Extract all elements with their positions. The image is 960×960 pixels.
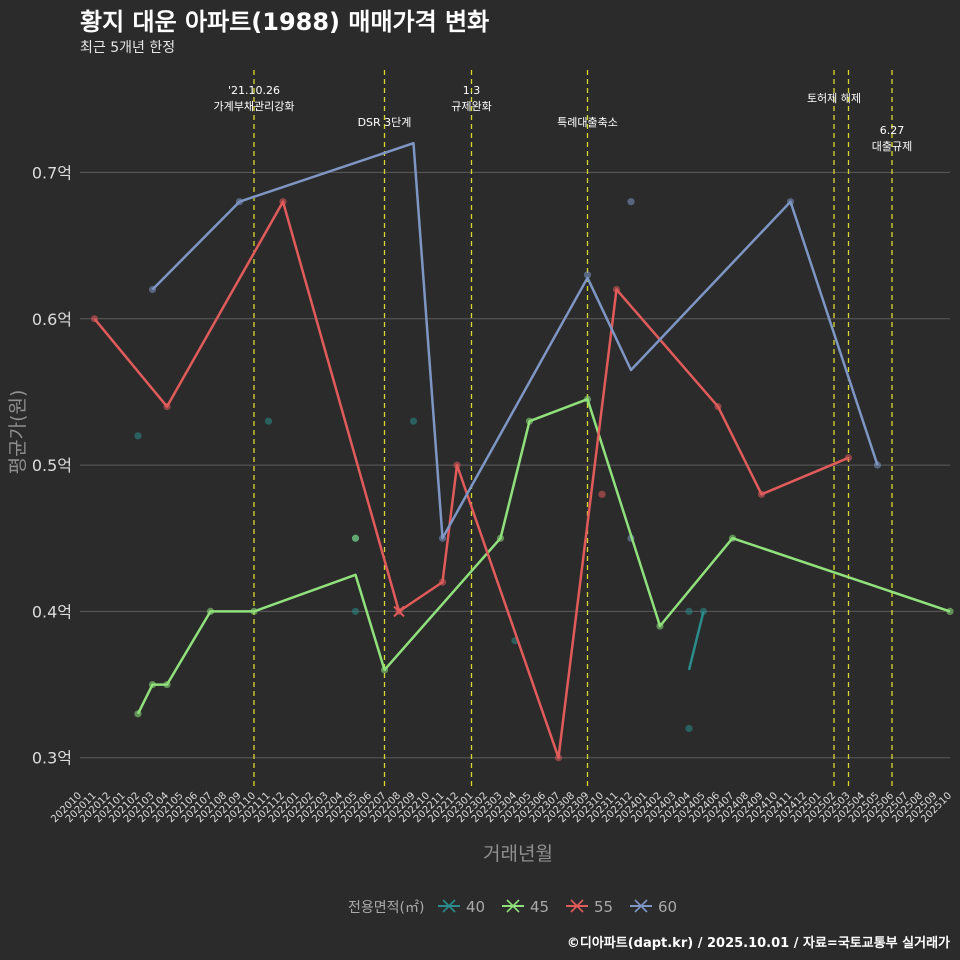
legend-item-60: 60 (630, 898, 677, 916)
legend-item-45: 45 (502, 898, 549, 916)
grid (80, 171, 950, 759)
series-45-point (351, 534, 360, 542)
legend-swatch-marker (570, 899, 584, 913)
legend-label: 55 (594, 898, 613, 916)
series-55-line (93, 200, 849, 759)
legend-swatch-marker (442, 899, 456, 913)
series-group (90, 141, 954, 762)
y-axis: 0.3억 0.4억 0.5억 0.6억 0.7억 (32, 163, 72, 767)
caption: ©디아파트(dapt.kr) / 2025.10.01 / 자료=국토교통부 실… (567, 935, 950, 951)
x-axis-label: 거래년월 (483, 843, 553, 865)
series-60-line (151, 141, 879, 540)
y-tick-label: 0.7억 (32, 163, 72, 182)
event-label: 가계부채관리강화 (214, 100, 295, 113)
chart-subtitle: 최근 5개년 한정 (80, 40, 175, 56)
legend-item-55: 55 (566, 898, 613, 916)
event-label: DSR 3단계 (358, 116, 412, 129)
y-tick-label: 0.5억 (32, 456, 72, 475)
y-tick-label: 0.3억 (32, 749, 72, 768)
series-40-point (264, 417, 273, 425)
series-40-point (351, 607, 360, 616)
chart-title: 황지 대운 아파트(1988) 매매가격 변화 (80, 8, 489, 36)
event-label: 특례대출축소 (557, 116, 618, 129)
series-40-line (687, 611, 705, 671)
series-55-point (598, 490, 606, 498)
event-label: 규제완화 (451, 100, 491, 113)
event-label: 6.27 (880, 124, 905, 137)
legend-swatch-marker (634, 899, 648, 913)
event-label: 대출규제 (872, 140, 912, 153)
series-55-marker (393, 605, 405, 618)
series-40-point (134, 432, 142, 440)
event-label: 1.3 (463, 84, 481, 97)
y-tick-label: 0.4억 (32, 602, 72, 621)
series-45-line (136, 397, 951, 715)
series-60-point (583, 271, 592, 279)
event-label: '21.10.26 (228, 84, 280, 97)
legend-swatch-marker (506, 899, 520, 913)
legend-label: 60 (658, 898, 677, 916)
legend-label: 40 (466, 898, 485, 916)
series-60-point (627, 198, 635, 206)
series-40-point (685, 724, 693, 733)
legend-title: 전용면적(㎡) (348, 900, 424, 916)
series-40-point (685, 607, 693, 616)
series-40-point (409, 417, 418, 425)
legend: 전용면적(㎡) 40 45 55 60 (348, 898, 677, 916)
legend-item-40: 40 (438, 898, 485, 916)
y-tick-label: 0.6억 (32, 310, 72, 329)
event-label: 토허제 해제 (807, 91, 861, 105)
legend-label: 45 (530, 898, 549, 916)
y-axis-label: 평균가(원) (7, 390, 29, 475)
x-axis: 2020102020112020122021012021022021032021… (49, 790, 954, 825)
